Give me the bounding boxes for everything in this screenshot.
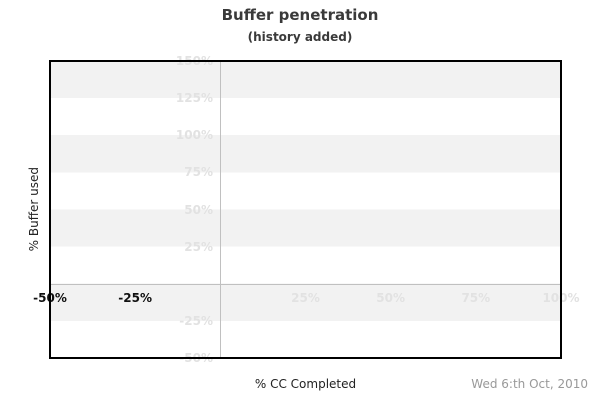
x-tick-label: -25%	[118, 291, 153, 305]
zero-line-horizontal	[50, 283, 561, 285]
chart-subtitle: (history added)	[247, 30, 353, 44]
y-tick-label: -50%	[179, 351, 213, 365]
x-tick-label: 75%	[461, 291, 491, 305]
y-tick-label: 25%	[184, 239, 213, 254]
zero-line-vertical	[220, 61, 222, 358]
x-tick-label: -50%	[33, 291, 67, 305]
y-tick-label: 75%	[184, 165, 213, 180]
y-axis-title: % Buffer used	[24, 61, 44, 358]
x-tick-label: 50%	[376, 291, 406, 305]
y-tick-label: 125%	[175, 91, 213, 106]
y-tick-label: -25%	[179, 313, 213, 328]
chart-title: Buffer penetration	[221, 6, 379, 24]
x-tick-label: 100%	[542, 291, 580, 305]
y-tick-label: 150%	[175, 54, 213, 68]
y-axis-title-text: % Buffer used	[27, 167, 41, 252]
y-tick-label: 100%	[175, 128, 213, 143]
plot-area: 150% 125% 100% 75% 50% 25% -25% -50% -50% -25% 25%…	[33, 54, 579, 365]
date-label: Wed 6:th Oct, 2010	[471, 377, 588, 391]
y-tick-label: 50%	[184, 202, 213, 217]
x-axis-title: % CC Completed	[254, 377, 357, 391]
x-tick-label: 25%	[291, 291, 320, 305]
